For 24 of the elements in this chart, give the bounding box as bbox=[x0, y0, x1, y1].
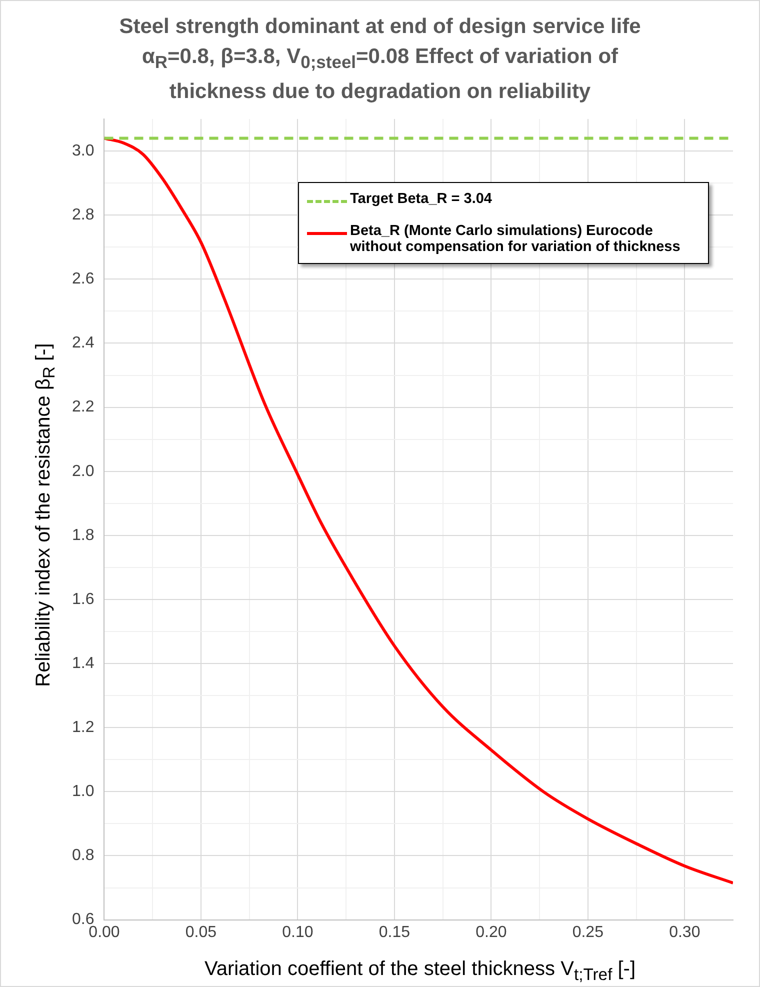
y-tick-label: 1.0 bbox=[72, 783, 94, 800]
x-tick-label: 0.10 bbox=[282, 924, 314, 941]
x-tick-label: 0.00 bbox=[88, 924, 120, 941]
y-tick-label: 0.8 bbox=[72, 847, 94, 864]
x-tick-label: 0.30 bbox=[669, 924, 700, 941]
line-series bbox=[104, 136, 733, 884]
y-tick-label: 1.4 bbox=[72, 654, 94, 672]
x-axis-title: Variation coeffient of the steel thickness V$_{t;Tref}$ [-] bbox=[204, 958, 636, 985]
x-tick-label: 0.20 bbox=[476, 924, 507, 941]
chart-title: Steel strength dominant at end of design service life α$_{R}$=0.8, β=3.8, V$_{0;steel}$=0.08 Effect of variation of thickness due to degradation on reliability bbox=[118, 14, 642, 106]
y-tick-label: 1.6 bbox=[72, 590, 94, 608]
y-tick-label: 3.0 bbox=[72, 142, 94, 160]
y-tick-label: 1.8 bbox=[72, 526, 94, 544]
x-tick-label: 0.15 bbox=[378, 924, 410, 941]
y-tick-label: 2.4 bbox=[72, 334, 94, 352]
legend-label: Beta_R (Monte Carlo simulations) Eurocode without compensation for variation of thickness bbox=[350, 223, 682, 255]
legend-label: Target Beta_R = 3.04 bbox=[350, 191, 492, 207]
y-tick-label: 2.6 bbox=[72, 270, 94, 288]
y-tick-label: 2.8 bbox=[72, 206, 94, 224]
x-tick-label: 0.05 bbox=[185, 924, 217, 941]
y-tick-label: 1.2 bbox=[72, 719, 94, 736]
y-tick-label: 2.2 bbox=[72, 398, 94, 416]
x-tick-label: 0.25 bbox=[572, 924, 604, 941]
y-tick-label: 2.0 bbox=[72, 462, 94, 480]
